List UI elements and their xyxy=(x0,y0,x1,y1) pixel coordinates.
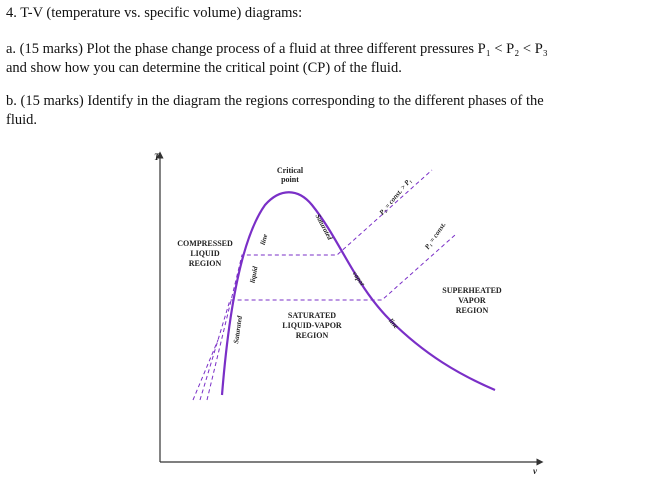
region-label: REGION xyxy=(456,306,489,315)
region-label: LIQUID xyxy=(190,249,220,258)
line-label: Saturated xyxy=(232,315,244,344)
isobar-label: P₁ = const. xyxy=(423,221,448,251)
question-title: 4. T-V (temperature vs. specific volume)… xyxy=(6,5,303,21)
saturation-dome xyxy=(220,191,496,396)
x-axis-label: v xyxy=(533,466,538,476)
part-a-line: a. (15 marks) Plot the phase change proc… xyxy=(6,41,548,57)
part-b-line: b. (15 marks) Identify in the diagram th… xyxy=(6,93,544,109)
isobar-label: P₂ = const. > P₁ xyxy=(378,177,413,217)
region-label: SATURATED xyxy=(288,311,336,320)
isobar xyxy=(192,339,219,401)
region-label: SUPERHEATED xyxy=(442,286,502,295)
region-label: LIQUID-VAPOR xyxy=(282,321,342,330)
part-b-line: fluid. xyxy=(6,112,38,128)
critical-point: point xyxy=(281,175,299,184)
line-label: vapor xyxy=(351,270,367,288)
region-label: REGION xyxy=(189,259,222,268)
p1-isobar xyxy=(199,234,456,401)
line-label: liquid xyxy=(249,265,260,283)
region-label: REGION xyxy=(296,331,329,340)
y-axis-label: T xyxy=(154,152,160,162)
region-label: COMPRESSED xyxy=(177,239,233,248)
line-label: Saturated xyxy=(314,213,334,242)
p2-isobar xyxy=(206,169,433,401)
part-a-line: and show how you can determine the criti… xyxy=(6,60,402,76)
line-label: line xyxy=(259,233,270,246)
critical-point: Critical xyxy=(277,166,304,175)
region-label: VAPOR xyxy=(458,296,486,305)
